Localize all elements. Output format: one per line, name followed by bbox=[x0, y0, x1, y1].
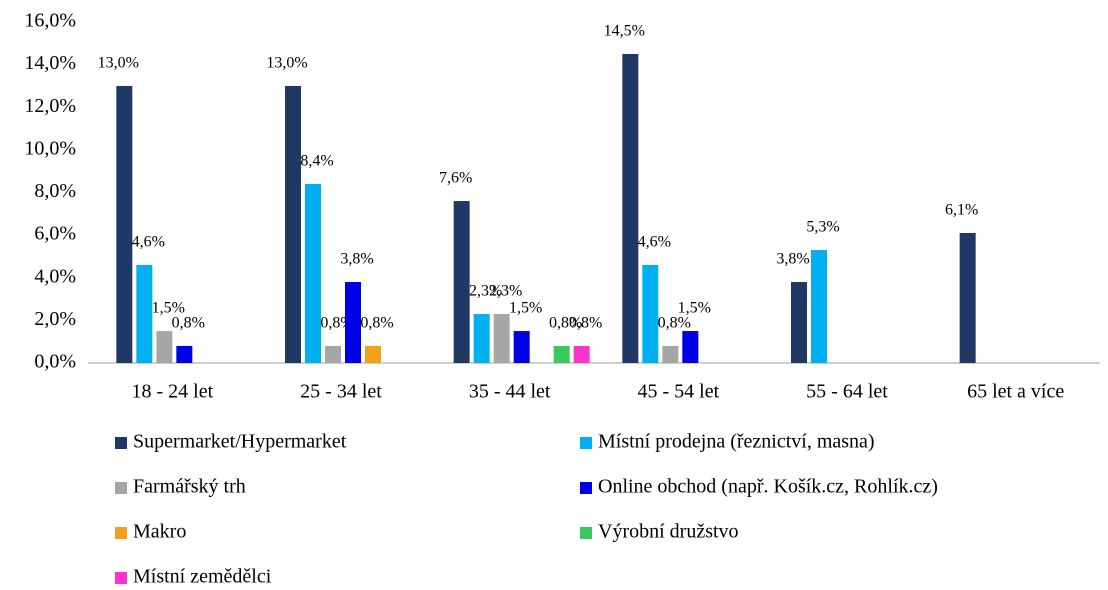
bar bbox=[305, 183, 321, 363]
value-label: 0,8% bbox=[658, 315, 691, 332]
y-tick-label: 10,0% bbox=[24, 137, 76, 159]
bar bbox=[553, 345, 570, 363]
y-tick-label: 16,0% bbox=[24, 10, 76, 32]
value-label: 3,8% bbox=[776, 251, 809, 268]
bar bbox=[136, 264, 153, 363]
legend-swatch bbox=[580, 437, 592, 449]
bar bbox=[365, 345, 381, 363]
value-label: 0,8% bbox=[172, 315, 205, 332]
y-tick-label: 4,0% bbox=[34, 265, 76, 287]
legend-swatch bbox=[580, 482, 592, 494]
bar bbox=[176, 345, 193, 363]
y-tick-label: 14,0% bbox=[24, 52, 76, 74]
bar bbox=[791, 282, 807, 363]
bar bbox=[493, 313, 510, 363]
value-label: 2,3% bbox=[469, 283, 502, 300]
legend-label: Výrobní družstvo bbox=[598, 521, 739, 543]
value-label: 13,0% bbox=[266, 55, 307, 72]
legend-label: Makro bbox=[133, 521, 186, 543]
value-label: 1,5% bbox=[509, 300, 542, 317]
bar bbox=[325, 345, 341, 363]
legend-label: Místní zemědělci bbox=[133, 566, 272, 588]
value-label: 3,8% bbox=[340, 251, 373, 268]
legend-label: Online obchod (např. Košík.cz, Rohlík.cz… bbox=[598, 476, 938, 498]
bar bbox=[622, 53, 639, 363]
legend-label: Farmářský trh bbox=[133, 476, 246, 498]
bar bbox=[682, 331, 699, 363]
x-tick-label: 65 let a více bbox=[967, 381, 1064, 403]
value-label: 0,8% bbox=[569, 315, 602, 332]
bar bbox=[959, 232, 976, 363]
bar bbox=[453, 201, 470, 363]
bar bbox=[156, 331, 173, 363]
value-label: 2,3% bbox=[489, 283, 522, 300]
legend-swatch bbox=[580, 527, 592, 539]
bar bbox=[345, 282, 361, 363]
legend-swatch bbox=[115, 437, 127, 449]
y-tick-label: 0,0% bbox=[34, 351, 76, 373]
legend-swatch bbox=[115, 572, 127, 584]
value-label: 0,8% bbox=[360, 315, 393, 332]
x-tick-label: 35 - 44 let bbox=[469, 381, 551, 403]
x-tick-label: 45 - 54 let bbox=[638, 381, 720, 403]
value-label: 7,6% bbox=[439, 170, 472, 187]
bar bbox=[513, 331, 530, 363]
bar bbox=[811, 250, 827, 363]
legend-label: Supermarket/Hypermarket bbox=[133, 431, 347, 453]
value-label: 13,0% bbox=[98, 55, 139, 72]
x-tick-label: 18 - 24 let bbox=[132, 381, 214, 403]
legend-label: Místní prodejna (řeznictví, masna) bbox=[598, 431, 875, 453]
value-label: 0,8% bbox=[549, 315, 582, 332]
value-label: 5,3% bbox=[806, 219, 839, 236]
bar bbox=[662, 345, 679, 363]
y-tick-label: 8,0% bbox=[34, 180, 76, 202]
bar bbox=[116, 85, 133, 363]
bar bbox=[573, 345, 590, 363]
y-tick-label: 12,0% bbox=[24, 95, 76, 117]
x-tick-label: 55 - 64 let bbox=[806, 381, 888, 403]
legend-swatch bbox=[115, 482, 127, 494]
value-label: 6,1% bbox=[945, 202, 978, 219]
value-label: 1,5% bbox=[678, 300, 711, 317]
y-tick-label: 2,0% bbox=[34, 308, 76, 330]
value-label: 4,6% bbox=[638, 234, 671, 251]
value-label: 14,5% bbox=[604, 23, 645, 40]
bar bbox=[285, 85, 301, 363]
value-label: 4,6% bbox=[132, 234, 165, 251]
bar bbox=[473, 313, 490, 363]
bar bbox=[642, 264, 659, 363]
value-label: 8,4% bbox=[300, 153, 333, 170]
legend-swatch bbox=[115, 527, 127, 539]
y-tick-label: 6,0% bbox=[34, 223, 76, 245]
value-label: 1,5% bbox=[152, 300, 185, 317]
x-tick-label: 25 - 34 let bbox=[300, 381, 382, 403]
